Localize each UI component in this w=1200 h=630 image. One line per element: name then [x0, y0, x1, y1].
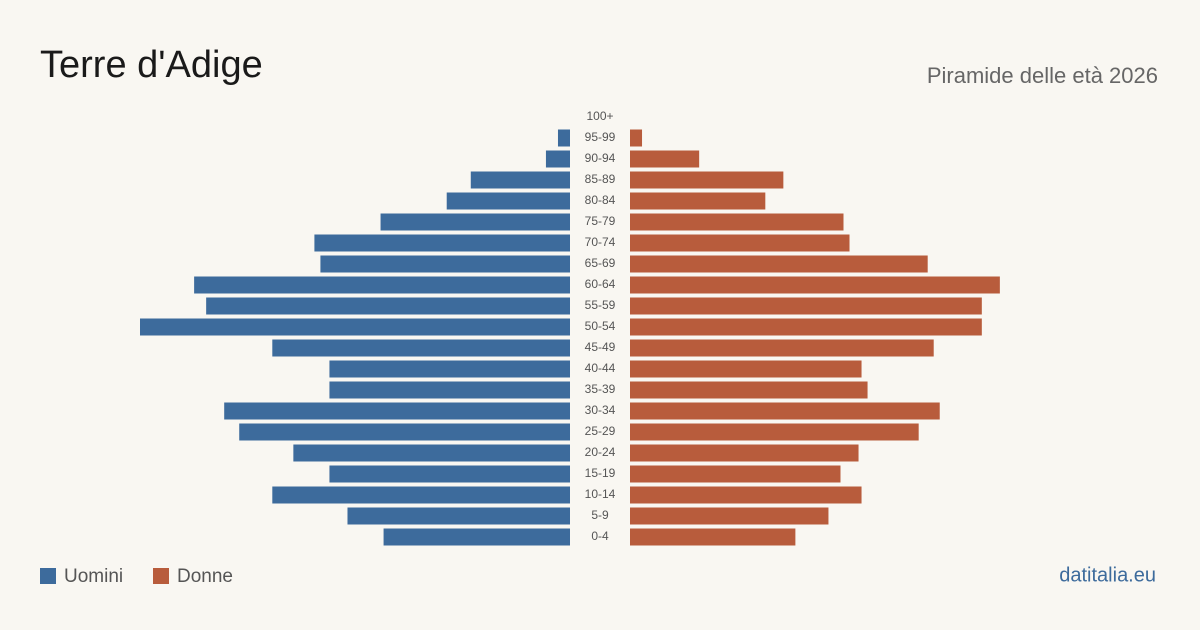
- age-label: 20-24: [585, 445, 616, 459]
- bar-male: [545, 150, 570, 168]
- bar-male: [140, 318, 570, 336]
- age-label: 55-59: [585, 298, 616, 312]
- bar-male: [383, 528, 570, 546]
- age-label: 65-69: [585, 256, 616, 270]
- bar-male: [206, 297, 570, 315]
- legend-swatch: [153, 568, 169, 584]
- age-label: 70-74: [585, 235, 616, 249]
- bar-male: [347, 507, 570, 525]
- bar-female: [630, 318, 982, 336]
- bar-female: [630, 423, 919, 441]
- bar-male: [224, 402, 570, 420]
- legend-label: Donne: [177, 566, 233, 587]
- age-label: 5-9: [591, 508, 609, 522]
- bar-female: [630, 255, 928, 273]
- bar-female: [630, 297, 982, 315]
- bar-male: [320, 255, 570, 273]
- bar-female: [630, 402, 940, 420]
- bar-female: [630, 444, 859, 462]
- bar-male: [470, 171, 570, 189]
- bar-male: [446, 192, 570, 210]
- age-label: 75-79: [585, 214, 616, 228]
- bar-female: [630, 129, 643, 147]
- age-label: 60-64: [585, 277, 616, 291]
- bar-male: [194, 276, 571, 294]
- bar-female: [630, 360, 862, 378]
- bar-female: [630, 528, 796, 546]
- bar-male: [380, 213, 570, 231]
- age-label: 25-29: [585, 424, 616, 438]
- bar-female: [630, 276, 1000, 294]
- bar-female: [630, 486, 862, 504]
- bar-male: [272, 486, 570, 504]
- age-label: 40-44: [585, 361, 616, 375]
- bar-male: [314, 234, 570, 252]
- bar-male: [329, 360, 570, 378]
- chart-subtitle: Piramide delle età 2026: [927, 63, 1158, 88]
- age-label: 15-19: [585, 466, 616, 480]
- bar-female: [630, 213, 844, 231]
- bar-female: [630, 381, 868, 399]
- bar-female: [630, 339, 934, 357]
- age-label: 85-89: [585, 172, 616, 186]
- bar-female: [630, 171, 784, 189]
- age-label: 30-34: [585, 403, 616, 417]
- bar-male: [557, 129, 570, 147]
- bar-male: [329, 465, 570, 483]
- age-label: 0-4: [591, 529, 609, 543]
- age-label: 90-94: [585, 151, 616, 165]
- bar-male: [329, 381, 570, 399]
- bar-female: [630, 234, 850, 252]
- age-label: 100+: [586, 109, 613, 123]
- bar-male: [239, 423, 570, 441]
- age-label: 80-84: [585, 193, 616, 207]
- source: datitalia.eu: [1059, 564, 1156, 586]
- bar-female: [630, 192, 766, 210]
- age-label: 95-99: [585, 130, 616, 144]
- age-label: 35-39: [585, 382, 616, 396]
- age-label: 50-54: [585, 319, 616, 333]
- legend-swatch: [40, 568, 56, 584]
- bar-female: [630, 465, 841, 483]
- bar-female: [630, 150, 700, 168]
- age-label: 45-49: [585, 340, 616, 354]
- bar-male: [272, 339, 570, 357]
- bar-female: [630, 507, 829, 525]
- chart-title: Terre d'Adige: [40, 44, 263, 86]
- legend-label: Uomini: [64, 566, 123, 587]
- age-label: 10-14: [585, 487, 616, 501]
- bar-male: [293, 444, 570, 462]
